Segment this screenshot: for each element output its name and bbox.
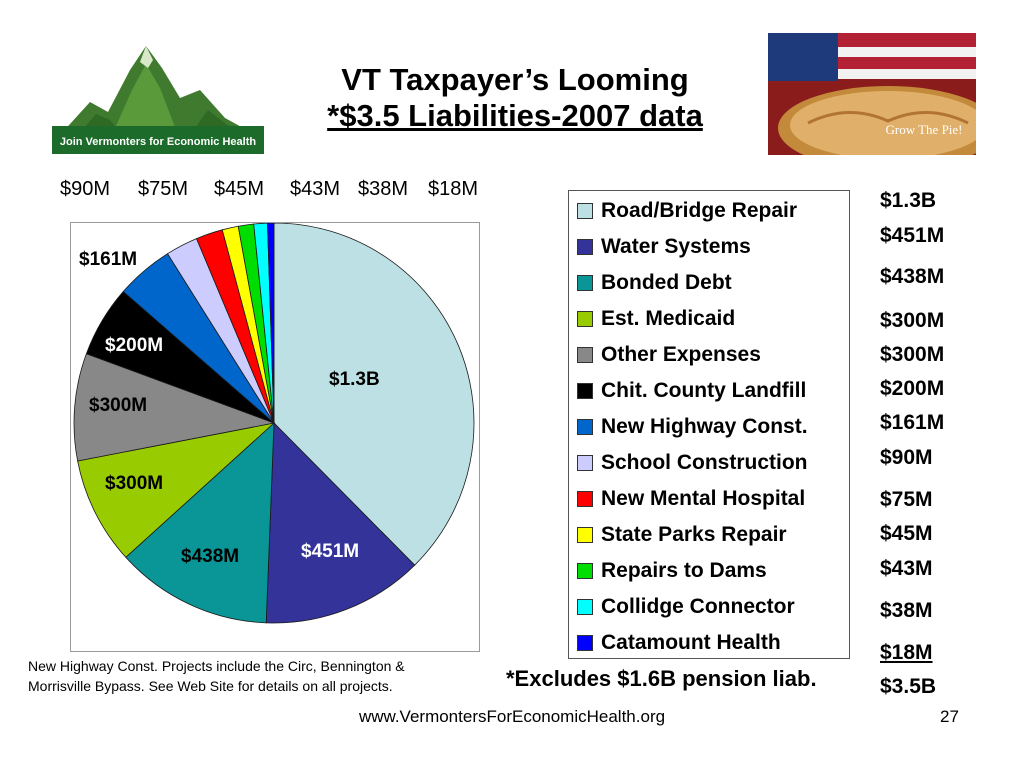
legend-item: Water Systems bbox=[577, 232, 751, 262]
legend-item: Bonded Debt bbox=[577, 268, 732, 298]
legend-item: Repairs to Dams bbox=[577, 556, 767, 586]
exclusion-note: *Excludes $1.6B pension liab. bbox=[506, 666, 817, 691]
legend-label: Chit. County Landfill bbox=[601, 379, 807, 402]
legend-swatch bbox=[577, 239, 593, 255]
top-value-label: $75M bbox=[138, 178, 189, 200]
top-value-label: $43M bbox=[290, 178, 341, 200]
legend-swatch bbox=[577, 419, 593, 435]
top-value-label: $90M bbox=[60, 178, 111, 200]
legend-item: New Highway Const. bbox=[577, 412, 808, 442]
value-entry: $1.3B bbox=[880, 189, 937, 212]
legend-swatch bbox=[577, 527, 593, 543]
pie-slice-est-medicaid bbox=[77, 422, 276, 558]
value-entry: $438M bbox=[880, 265, 945, 288]
pie-slice-bonded-debt bbox=[125, 422, 275, 624]
pie-image-caption: Grow The Pie! bbox=[885, 122, 962, 137]
legend-swatch bbox=[577, 203, 593, 219]
slice-label-bonded-debt: $438M bbox=[181, 546, 240, 567]
slice-label-medicaid: $300M bbox=[105, 473, 164, 494]
legend-label: New Highway Const. bbox=[601, 415, 808, 438]
legend-item: Other Expenses bbox=[577, 340, 761, 370]
legend-swatch bbox=[577, 635, 593, 651]
legend-label: School Construction bbox=[601, 451, 808, 474]
value-entry: $300M bbox=[880, 309, 945, 332]
legend-swatch bbox=[577, 383, 593, 399]
value-entry: $18M bbox=[880, 641, 933, 664]
value-entry: $161M bbox=[880, 411, 945, 434]
legend-swatch bbox=[577, 275, 593, 291]
value-column: $1.3B $451M $438M $300M $300M $200M $161… bbox=[880, 185, 1000, 705]
legend-swatch bbox=[577, 311, 593, 327]
legend-label: Collidge Connector bbox=[601, 595, 795, 618]
footnote-line-2: Morrisville Bypass. See Web Site for det… bbox=[28, 678, 393, 694]
legend-item: School Construction bbox=[577, 448, 808, 478]
chart-legend: Road/Bridge Repair Water Systems Bonded … bbox=[568, 190, 850, 659]
top-value-label: $38M bbox=[358, 178, 409, 200]
legend-label: New Mental Hospital bbox=[601, 487, 806, 510]
value-entry: $200M bbox=[880, 377, 945, 400]
legend-label: Catamount Health bbox=[601, 631, 781, 654]
page-number: 27 bbox=[940, 707, 959, 726]
pie-slice-catamount-health bbox=[267, 223, 275, 424]
organization-logo: Join Vermonters for Economic Health bbox=[50, 40, 266, 156]
legend-swatch bbox=[577, 491, 593, 507]
logo-text: Join Vermonters for Economic Health bbox=[60, 136, 256, 148]
top-value-label: $18M bbox=[428, 178, 479, 200]
value-entry: $75M bbox=[880, 488, 933, 511]
legend-item: Est. Medicaid bbox=[577, 304, 735, 334]
legend-label: Repairs to Dams bbox=[601, 559, 767, 582]
small-slice-values: $90M $75M $45M $43M $38M $18M bbox=[60, 178, 500, 206]
footnote-line-1: New Highway Const. Projects include the … bbox=[28, 658, 405, 674]
legend-label: State Parks Repair bbox=[601, 523, 787, 546]
legend-label: Other Expenses bbox=[601, 343, 761, 366]
legend-item: Catamount Health bbox=[577, 628, 781, 658]
value-entry: $43M bbox=[880, 557, 933, 580]
legend-swatch bbox=[577, 599, 593, 615]
slice-label-new-highway: $161M bbox=[79, 249, 138, 270]
value-entry: $45M bbox=[880, 522, 933, 545]
website-url: www.VermontersForEconomicHealth.org bbox=[358, 707, 666, 726]
legend-item: Chit. County Landfill bbox=[577, 376, 806, 406]
legend-swatch bbox=[577, 455, 593, 471]
legend-item: New Mental Hospital bbox=[577, 484, 805, 514]
legend-swatch bbox=[577, 347, 593, 363]
slice-label-water-systems: $451M bbox=[301, 541, 360, 562]
legend-item: State Parks Repair bbox=[577, 520, 787, 550]
legend-item: Road/Bridge Repair bbox=[577, 196, 797, 226]
legend-label: Est. Medicaid bbox=[601, 307, 736, 330]
slice-label-other-expenses: $300M bbox=[89, 395, 148, 416]
pie-chart bbox=[73, 223, 475, 624]
title-line-1: VT Taxpayer’s Looming bbox=[341, 62, 689, 97]
legend-label: Water Systems bbox=[601, 235, 751, 258]
legend-item: Collidge Connector bbox=[577, 592, 795, 622]
value-entry: $90M bbox=[880, 446, 933, 469]
pie-slice-road-bridge-repair bbox=[273, 223, 475, 566]
value-entry: $38M bbox=[880, 599, 933, 622]
pie-slice-water-systems bbox=[265, 422, 416, 624]
slice-label-landfill: $200M bbox=[105, 335, 164, 356]
legend-label: Road/Bridge Repair bbox=[601, 199, 798, 222]
value-entry: $300M bbox=[880, 343, 945, 366]
title-line-2: *$3.5 Liabilities-2007 data bbox=[327, 98, 703, 133]
top-value-label: $45M bbox=[214, 178, 265, 200]
value-total: $3.5B bbox=[880, 675, 937, 698]
legend-swatch bbox=[577, 563, 593, 579]
slice-label-road-bridge: $1.3B bbox=[329, 369, 380, 390]
flag-pie-image: Grow The Pie! bbox=[768, 33, 998, 170]
pie-slice-other-expenses bbox=[73, 353, 276, 462]
pie-chart-area: $161M $200M $1.3B $300M $300M $438M $451… bbox=[70, 222, 480, 652]
value-entry: $451M bbox=[880, 224, 945, 247]
footnote: New Highway Const. Projects include the … bbox=[28, 656, 498, 696]
legend-label: Bonded Debt bbox=[601, 271, 732, 294]
slide-title: VT Taxpayer’s Looming *$3.5 Liabilities-… bbox=[280, 62, 750, 134]
